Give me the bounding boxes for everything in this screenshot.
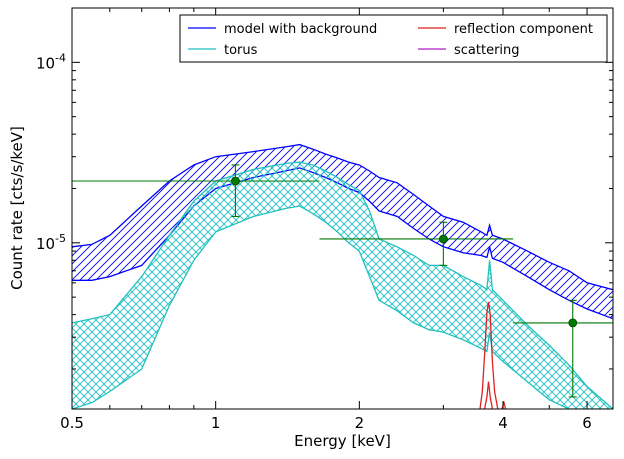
plot-frame xyxy=(71,7,614,410)
data-marker xyxy=(438,234,448,244)
torus-upper-line xyxy=(72,161,613,409)
x-tick-label: 0.5 xyxy=(60,414,84,432)
x-tick-label: 1 xyxy=(211,414,221,432)
reflection-component-line xyxy=(479,301,499,409)
legend-label: scattering xyxy=(454,43,520,58)
x-tick-label: 6 xyxy=(582,414,592,432)
legend-label: reflection component xyxy=(454,22,593,37)
plot-area xyxy=(72,143,613,409)
legend-entry: reflection component xyxy=(418,22,593,37)
reflection-component-lower-line xyxy=(483,381,494,409)
model-with-background-upper-line xyxy=(72,143,613,291)
y-tick-label: 10-5 xyxy=(36,232,66,253)
data-point-1 xyxy=(72,164,320,217)
legend-entry: model with background xyxy=(188,22,377,37)
torus-lower-line xyxy=(72,205,613,409)
y-tick-label: 10-4 xyxy=(36,51,66,72)
torus-band xyxy=(72,162,613,409)
axes: 0.5 1 2 4 6 10-5 10-4 xyxy=(36,7,614,432)
legend-label: torus xyxy=(224,43,258,58)
legend: model with background reflection componen… xyxy=(179,14,608,63)
data-marker xyxy=(231,176,240,186)
data-marker xyxy=(568,318,578,328)
x-tick-label: 2 xyxy=(355,414,365,432)
data-point-2 xyxy=(319,221,514,266)
legend-entry: torus xyxy=(188,43,258,58)
x-axis-label: Energy [keV] xyxy=(294,432,391,450)
legend-box xyxy=(179,14,608,63)
data-point-3 xyxy=(513,299,613,398)
legend-entry: scattering xyxy=(418,43,520,58)
legend-label: model with background xyxy=(224,22,377,37)
x-tick-label: 4 xyxy=(498,414,508,432)
y-axis-label: Count rate [cts/s/keV] xyxy=(8,126,26,290)
